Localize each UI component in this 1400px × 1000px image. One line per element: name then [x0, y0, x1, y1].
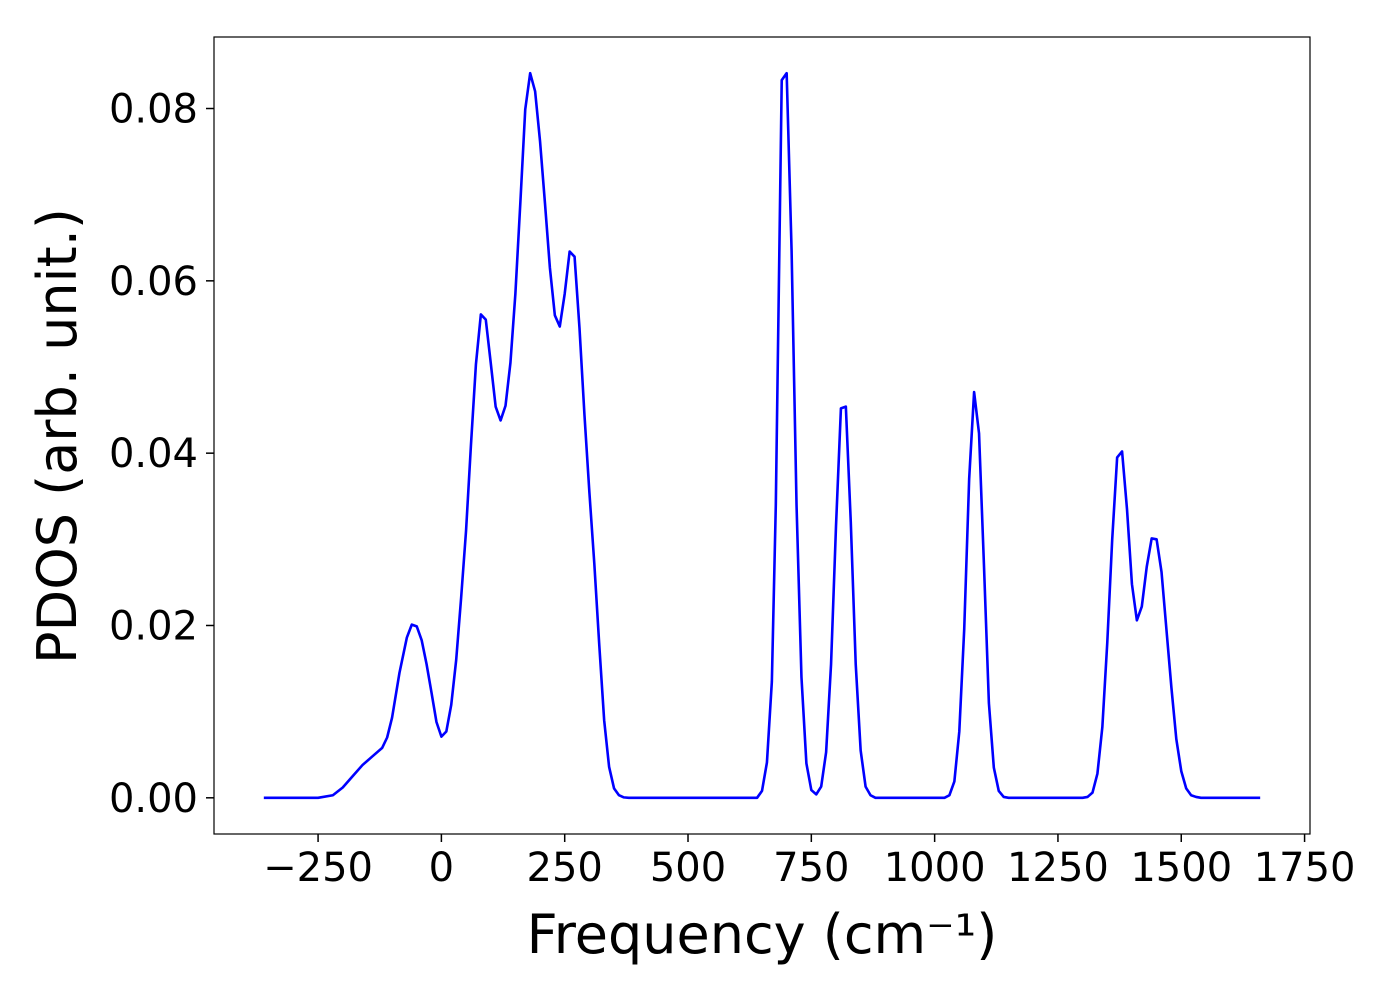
y-axis-label: PDOS (arb. unit.): [26, 208, 89, 664]
x-tick-label: 1750: [1254, 845, 1356, 891]
x-tick-label: −250: [263, 845, 373, 891]
x-tick-label: 0: [429, 845, 454, 891]
y-tick-label: 0.00: [109, 776, 198, 822]
x-tick-label: 500: [650, 845, 726, 891]
x-tick-label: 250: [527, 845, 603, 891]
y-tick-label: 0.08: [109, 87, 198, 133]
x-tick-label: 1500: [1130, 845, 1232, 891]
data-line: [263, 71, 1261, 800]
y-tick-label: 0.02: [109, 603, 198, 649]
x-tick-label: 1000: [884, 845, 986, 891]
x-tick-label: 1250: [1007, 845, 1109, 891]
x-axis-label: Frequency (cm⁻¹): [527, 903, 998, 966]
plot-frame: [213, 36, 1311, 835]
x-tick-label: 750: [773, 845, 849, 891]
y-tick-label: 0.04: [109, 431, 198, 477]
y-tick-label: 0.06: [109, 259, 198, 305]
